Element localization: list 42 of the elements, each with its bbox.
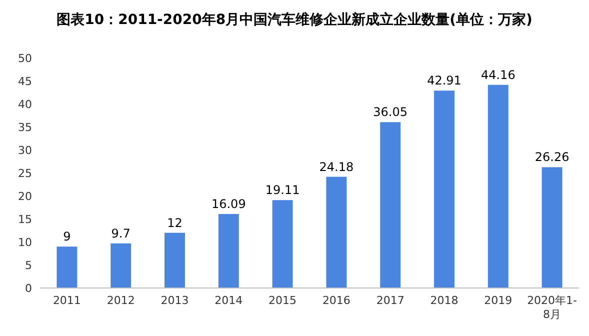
data-label: 36.05 [373,105,408,120]
bar [272,200,293,288]
data-label: 24.18 [319,160,354,174]
bar [164,232,185,288]
x-tick-label: 2015 [268,294,297,307]
y-tick-label: 25 [18,166,32,180]
bar [542,167,562,288]
y-tick-label: 40 [18,98,32,111]
bar [488,84,508,288]
data-label: 9 [63,230,71,244]
x-tick-label: 2014 [214,294,243,307]
bar [218,214,239,288]
data-label: 42.91 [427,74,462,88]
x-tick-label: 2017 [376,294,404,307]
x-tick-label: 2018 [430,294,458,307]
bar [56,246,78,288]
bar [110,243,132,288]
data-label: 19.11 [265,183,300,198]
x-tick-label: 2016 [322,294,350,307]
chart-title: 图表10：2011-2020年8月中国汽车维修企业新成立企业数量(单位：万家) [56,11,532,28]
y-tick-label: 0 [25,282,32,295]
y-tick-label: 30 [18,144,32,157]
bar [380,122,401,288]
y-tick-label: 35 [18,120,32,134]
bar [434,90,454,288]
y-tick-label: 5 [25,258,32,272]
data-label: 16.09 [211,196,246,211]
bar [326,176,347,288]
data-label: 9.7 [111,226,130,240]
x-tick-label: 2019 [484,294,512,307]
x-tick-label: 2020年1-8月 [527,294,578,321]
y-tick-label: 15 [18,212,32,226]
y-tick-label: 50 [18,52,32,65]
x-tick-label: 2012 [106,294,135,307]
x-tick-label: 2011 [52,294,81,307]
y-tick-label: 20 [18,190,32,203]
x-tick-label: 2013 [160,294,189,307]
data-label: 26.26 [534,150,570,164]
y-tick-label: 45 [18,74,32,88]
y-tick-label: 10 [18,236,32,249]
data-label: 12 [167,216,182,230]
data-label: 44.16 [480,68,516,82]
